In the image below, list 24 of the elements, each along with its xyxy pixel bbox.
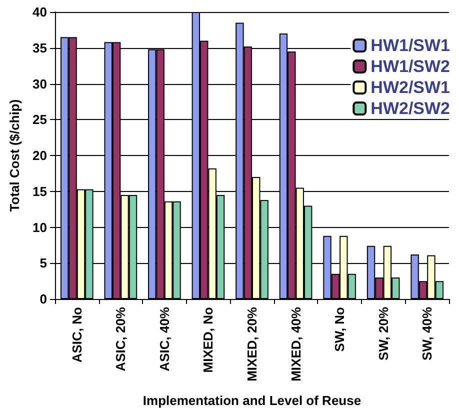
x-tick-label: SW, No [332, 306, 348, 352]
legend-label: HW2/SW1 [370, 78, 450, 97]
y-tick-label: 40 [32, 4, 47, 20]
y-tick-label: 5 [40, 256, 47, 271]
y-tick-label: 20 [32, 148, 47, 163]
y-tick-label: 15 [32, 184, 47, 199]
y-tick-label: 25 [32, 112, 47, 128]
x-tick-label: MIXED, 40% [288, 306, 304, 382]
legend-label: HW1/SW2 [370, 57, 450, 76]
x-tick-label: SW, 20% [376, 306, 391, 360]
legend-label: HW2/SW2 [370, 99, 450, 118]
y-axis-title: Total Cost ($/chip) [7, 99, 22, 212]
x-tick-label: SW, 40% [420, 306, 435, 360]
y-tick-label: 35 [32, 40, 47, 56]
x-tick-label: MIXED, 20% [244, 306, 260, 382]
x-tick-label: ASIC, 20% [113, 306, 128, 372]
x-tick-label: ASIC, No [69, 306, 84, 363]
y-tick-label: 10 [32, 220, 47, 235]
x-axis-title: Implementation and Level of Reuse [142, 393, 362, 408]
y-tick-label: 0 [40, 292, 47, 306]
x-tick-label: MIXED, No [200, 306, 216, 373]
x-tick-label: ASIC, 40% [156, 306, 172, 372]
y-tick-label: 30 [32, 76, 47, 92]
legend-label: HW1/SW1 [370, 36, 450, 55]
